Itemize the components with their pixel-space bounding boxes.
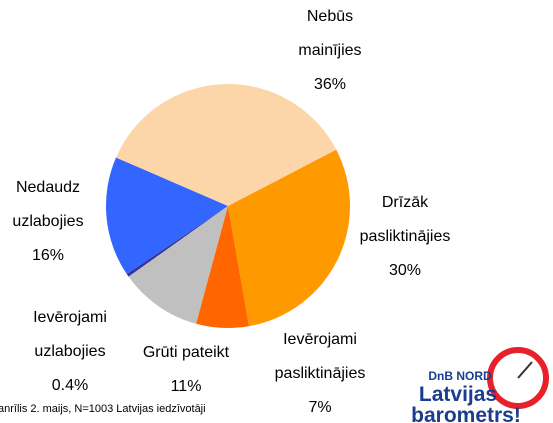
slice-label: Ievērojami uzlabojies 0.4% [20,301,120,403]
slice-value: 16% [31,247,65,264]
slice-name: Nedaudz uzlabojies [12,179,84,230]
logo-line1: Latvijas [419,383,497,406]
slice-label: Ievērojami pasliktinājies 7% [265,323,375,423]
pie-slice [126,206,228,277]
slice-value: 36% [313,76,347,93]
slice-value: 11% [170,378,202,395]
slice-value: 7% [308,399,332,416]
logo: DnB NORD Latvijas barometrs! [411,347,549,423]
logo-needle [517,361,533,379]
slice-label: Grūti pateikt 11% [126,336,246,404]
slice-value: 30% [388,262,422,279]
logo-line2: barometrs! [411,404,521,423]
pie-slice [116,84,337,206]
pie-slice [105,157,228,275]
pie-slice [128,206,228,324]
slice-value: 0.4% [51,377,89,394]
slice-name: Ievērojami uzlabojies [33,309,107,360]
slice-name: Nebūs mainījies [298,8,362,59]
pie-slice [196,206,250,328]
pie-slice [228,149,350,327]
slice-label: Nebūs mainījies 36% [290,0,370,102]
slice-name: Drīzāk pasliktinājies [359,194,451,245]
slice-label: Drīzāk pasliktinājies 30% [350,186,460,288]
slice-name: Ievērojami pasliktinājies [274,331,366,382]
slice-name: Grūti pateikt [142,344,230,361]
source: anrīlis 2. maijs, N=1003 Latvijas iedzīv… [0,403,206,415]
slice-label: Nedaudz uzlabojies 16% [3,171,93,273]
logo-brand: DnB NORD [428,369,492,383]
